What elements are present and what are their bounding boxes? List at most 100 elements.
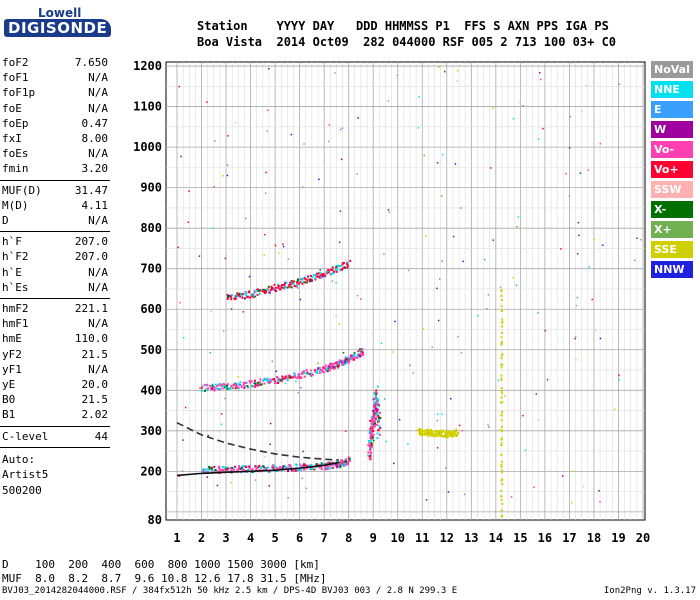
trace-point [207,387,210,390]
trace-point [293,469,296,472]
param-name: hmE [2,332,22,346]
trace-point [371,423,374,426]
trace-point [302,464,305,467]
trace-point [276,379,279,382]
trace-point [273,380,276,383]
param-value: N/A [88,362,108,376]
trace-point [256,384,259,387]
trace-point [338,359,341,362]
trace-point [373,425,376,428]
trace-point [324,274,327,277]
trace-point [276,381,279,384]
noise-point [487,426,490,428]
noise-point [613,408,616,410]
param-value: N/A [88,265,108,279]
trace-point [376,399,379,402]
noise-point [295,380,297,383]
noise-point [383,253,385,255]
trace-point [501,363,504,366]
trace-point [500,331,503,334]
param-name: foEs [2,147,29,161]
trace-point [311,467,314,470]
noise-point [457,335,459,338]
trace-point [430,430,433,433]
trace-point [376,410,379,413]
noise-point [287,496,289,499]
trace-point [324,364,327,367]
trace-point [370,418,373,421]
param-value: 3.20 [81,162,109,176]
noise-point [198,255,201,257]
x-tick-label: 7 [321,531,328,545]
trace-point [263,378,266,381]
noise-point [539,78,542,81]
trace-point [378,404,381,407]
trace-point [273,377,276,380]
trace-point [254,383,257,386]
trace-point [369,419,372,422]
noise-point [546,378,549,381]
noise-point [214,140,216,142]
trace-point [419,427,422,430]
noise-point [462,260,464,263]
footer-file-info: BVJ03_2014282044000.RSF / 384fx512h 50 k… [2,586,458,596]
trace-point [368,439,371,442]
trace-point [367,444,370,447]
trace-point [270,466,273,469]
trace-point [353,352,356,355]
trace-point [271,287,274,290]
trace-point [367,454,370,457]
trace-point [239,467,242,470]
trace-point [296,377,299,380]
noise-point [328,124,331,126]
trace-point [375,393,378,396]
trace-point [218,465,221,468]
trace-point [454,430,457,433]
noise-point [578,234,580,237]
trace-point [327,367,330,370]
trace-point [311,373,314,376]
trace-point [231,469,234,472]
trace-point [215,387,218,390]
trace-point [278,379,281,382]
trace-point [377,420,380,423]
x-tick-label: 16 [538,531,552,545]
trace-point [309,279,312,282]
noise-point [444,467,447,469]
trace-point [500,366,503,369]
param-name: foF2 [2,56,29,69]
trace-point [361,351,364,354]
trace-point [336,268,339,271]
noise-point [357,117,359,119]
noise-point [341,127,344,129]
trace-point [369,445,372,448]
trace-point [308,464,311,467]
trace-point [218,382,221,385]
legend-noval: NoVal [651,61,693,78]
trace-point [258,468,261,471]
noise-point [338,241,341,244]
noise-point [560,248,562,250]
trace-point [436,434,439,437]
trace-point [360,349,363,352]
autoscale-line3: 500200 [2,483,42,497]
trace-point [225,386,228,389]
trace-point [241,465,244,468]
trace-point [318,371,321,374]
trace-point [313,369,316,372]
trace-point [327,271,330,274]
trace-point [217,383,220,386]
noise-point [184,406,187,409]
trace-point [222,468,225,471]
trace-point [431,434,434,437]
trace-point [262,288,265,291]
trace-point [336,465,339,468]
trace-point [220,384,223,387]
noise-point [210,310,212,312]
trace-point [452,434,455,437]
distance-row: D 100 200 400 600 800 1000 1500 3000 [km… [2,558,320,571]
noise-point [423,154,425,157]
noise-point [407,443,409,445]
trace-point [425,431,428,434]
trace-point [368,442,371,445]
